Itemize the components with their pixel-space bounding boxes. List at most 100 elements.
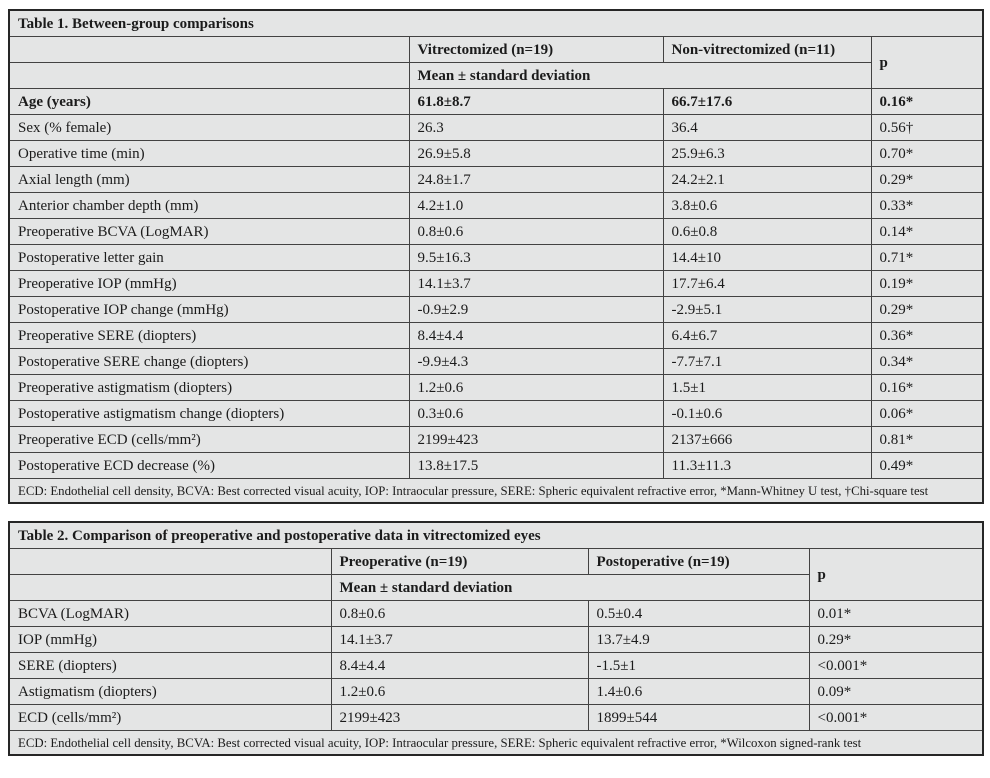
row-p-value: 0.16* — [870, 374, 984, 401]
table1-col-header-non-vitrectomized: Non-vitrectomized (n=11) — [662, 36, 872, 63]
table2-footnote: ECD: Endothelial cell density, BCVA: Bes… — [8, 730, 984, 756]
row-group1-value: 9.5±16.3 — [408, 244, 664, 271]
row-group2-value: 14.4±10 — [662, 244, 872, 271]
table-row: Age (years) 61.8±8.7 66.7±17.6 0.16* — [8, 88, 984, 115]
row-group1-value: 0.8±0.6 — [408, 218, 664, 245]
table1-between-group-comparisons: Table 1. Between-group comparisons Vitre… — [8, 9, 985, 504]
table2-col-header-preoperative: Preoperative (n=19) — [330, 548, 589, 575]
table2-title: Table 2. Comparison of preoperative and … — [8, 521, 984, 549]
row-group2-value: -2.9±5.1 — [662, 296, 872, 323]
table-row: Axial length (mm) 24.8±1.7 24.2±2.1 0.29… — [8, 166, 984, 193]
row-group2-value: 1899±544 — [587, 704, 810, 731]
table-row: Anterior chamber depth (mm) 4.2±1.0 3.8±… — [8, 192, 984, 219]
table-row: Postoperative letter gain 9.5±16.3 14.4±… — [8, 244, 984, 271]
row-parameter-label: BCVA (LogMAR) — [8, 600, 332, 627]
table-row: Sex (% female) 26.3 36.4 0.56† — [8, 114, 984, 141]
table1-col-header-p: p — [870, 36, 984, 89]
table1-empty-header-cell — [8, 36, 410, 63]
row-parameter-label: Axial length (mm) — [8, 166, 410, 193]
table1-subheader-row: Mean ± standard deviation — [8, 62, 983, 89]
table2-subheader-mean-sd: Mean ± standard deviation — [330, 574, 810, 601]
row-p-value: 0.33* — [870, 192, 984, 219]
row-parameter-label: SERE (diopters) — [8, 652, 332, 679]
table1-empty-subheader-cell — [8, 62, 410, 89]
table2-empty-subheader-cell — [8, 574, 332, 601]
row-group1-value: -0.9±2.9 — [408, 296, 664, 323]
row-group2-value: 3.8±0.6 — [662, 192, 872, 219]
row-p-value: 0.34* — [870, 348, 984, 375]
row-p-value: 0.36* — [870, 322, 984, 349]
row-p-value: 0.29* — [808, 626, 984, 653]
table2-title-row: Table 2. Comparison of preoperative and … — [8, 521, 984, 549]
table-row: SERE (diopters) 8.4±4.4 -1.5±1 <0.001* — [8, 652, 984, 679]
table1-footnote: ECD: Endothelial cell density, BCVA: Bes… — [8, 478, 984, 504]
row-p-value: 0.81* — [870, 426, 984, 453]
row-group2-value: 6.4±6.7 — [662, 322, 872, 349]
row-p-value: 0.09* — [808, 678, 984, 705]
table2-pre-post-comparison: Table 2. Comparison of preoperative and … — [8, 521, 985, 756]
row-group2-value: 17.7±6.4 — [662, 270, 872, 297]
row-parameter-label: Postoperative SERE change (diopters) — [8, 348, 410, 375]
row-p-value: 0.29* — [870, 166, 984, 193]
row-group2-value: 0.5±0.4 — [587, 600, 810, 627]
row-group1-value: 4.2±1.0 — [408, 192, 664, 219]
row-group1-value: 1.2±0.6 — [408, 374, 664, 401]
table1-title-row: Table 1. Between-group comparisons — [8, 9, 984, 37]
table-row: Postoperative SERE change (diopters) -9.… — [8, 348, 984, 375]
row-parameter-label: Age (years) — [8, 88, 410, 115]
row-parameter-label: Preoperative SERE (diopters) — [8, 322, 410, 349]
row-group1-value: 1.2±0.6 — [330, 678, 589, 705]
row-parameter-label: ECD (cells/mm²) — [8, 704, 332, 731]
table1-header: Table 1. Between-group comparisons Vitre… — [8, 9, 984, 89]
row-p-value: 0.16* — [870, 88, 984, 115]
row-group2-value: 11.3±11.3 — [662, 452, 872, 479]
page: Table 1. Between-group comparisons Vitre… — [8, 9, 985, 756]
row-parameter-label: Anterior chamber depth (mm) — [8, 192, 410, 219]
row-group2-value: -0.1±0.6 — [662, 400, 872, 427]
row-parameter-label: Postoperative ECD decrease (%) — [8, 452, 410, 479]
table-row: IOP (mmHg) 14.1±3.7 13.7±4.9 0.29* — [8, 626, 984, 653]
row-p-value: 0.49* — [870, 452, 984, 479]
table-row: Postoperative IOP change (mmHg) -0.9±2.9… — [8, 296, 984, 323]
table2-column-header-row: Preoperative (n=19) Postoperative (n=19)… — [8, 548, 984, 601]
table2-footer: ECD: Endothelial cell density, BCVA: Bes… — [8, 730, 984, 756]
row-group1-value: 0.3±0.6 — [408, 400, 664, 427]
row-p-value: <0.001* — [808, 652, 984, 679]
row-group2-value: -7.7±7.1 — [662, 348, 872, 375]
row-group1-value: 26.9±5.8 — [408, 140, 664, 167]
row-group2-value: 24.2±2.1 — [662, 166, 872, 193]
row-p-value: 0.70* — [870, 140, 984, 167]
row-group2-value: 25.9±6.3 — [662, 140, 872, 167]
table1-subheader-mean-sd: Mean ± standard deviation — [408, 62, 872, 89]
row-p-value: 0.01* — [808, 600, 984, 627]
row-p-value: 0.29* — [870, 296, 984, 323]
table-row: Postoperative astigmatism change (diopte… — [8, 400, 984, 427]
row-group1-value: 13.8±17.5 — [408, 452, 664, 479]
row-parameter-label: Preoperative BCVA (LogMAR) — [8, 218, 410, 245]
table1-body: Age (years) 61.8±8.7 66.7±17.6 0.16* Sex… — [8, 88, 984, 479]
row-group2-value: 36.4 — [662, 114, 872, 141]
row-group1-value: 2199±423 — [408, 426, 664, 453]
table2-header: Table 2. Comparison of preoperative and … — [8, 521, 984, 601]
row-p-value: <0.001* — [808, 704, 984, 731]
table-row: Astigmatism (diopters) 1.2±0.6 1.4±0.6 0… — [8, 678, 984, 705]
row-p-value: 0.06* — [870, 400, 984, 427]
table-row: Preoperative astigmatism (diopters) 1.2±… — [8, 374, 984, 401]
row-p-value: 0.19* — [870, 270, 984, 297]
row-group2-value: 2137±666 — [662, 426, 872, 453]
row-group2-value: 13.7±4.9 — [587, 626, 810, 653]
table-row: Preoperative BCVA (LogMAR) 0.8±0.6 0.6±0… — [8, 218, 984, 245]
table1-column-header-row: Vitrectomized (n=19) Non-vitrectomized (… — [8, 36, 984, 89]
row-parameter-label: IOP (mmHg) — [8, 626, 332, 653]
row-parameter-label: Operative time (min) — [8, 140, 410, 167]
table-row: Preoperative IOP (mmHg) 14.1±3.7 17.7±6.… — [8, 270, 984, 297]
row-parameter-label: Preoperative ECD (cells/mm²) — [8, 426, 410, 453]
table2-col-header-postoperative: Postoperative (n=19) — [587, 548, 810, 575]
row-group1-value: 24.8±1.7 — [408, 166, 664, 193]
row-p-value: 0.56† — [870, 114, 984, 141]
row-group1-value: 61.8±8.7 — [408, 88, 664, 115]
table1-col-header-vitrectomized: Vitrectomized (n=19) — [408, 36, 664, 63]
row-parameter-label: Postoperative IOP change (mmHg) — [8, 296, 410, 323]
row-group1-value: -9.9±4.3 — [408, 348, 664, 375]
table-row: Preoperative SERE (diopters) 8.4±4.4 6.4… — [8, 322, 984, 349]
